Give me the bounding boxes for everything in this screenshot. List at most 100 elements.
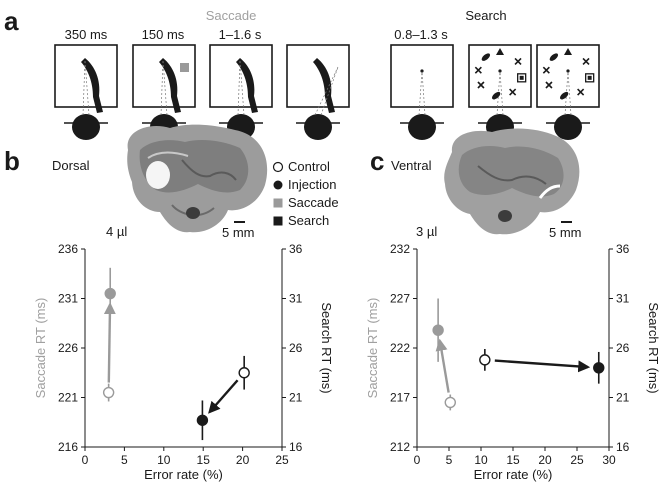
y-left-tick-label: 231: [58, 292, 78, 306]
cross-stimulus-icon: [582, 57, 590, 65]
gaze-line: [160, 59, 164, 116]
x-tick-label: 5: [121, 453, 128, 467]
gaze-line: [239, 59, 245, 116]
saccade-injection-point: [432, 324, 444, 336]
gaze-line: [496, 70, 501, 116]
monkey-head-icon: [304, 114, 332, 140]
leaf-stimulus-icon: [481, 53, 491, 61]
gaze-line: [567, 70, 572, 116]
y-right-tick-label: 36: [616, 242, 630, 256]
task-frame-screen: [209, 44, 273, 108]
saccade-control-point: [102, 386, 115, 399]
x-axis-label: Error rate (%): [144, 467, 223, 482]
gaze-line: [499, 70, 504, 116]
x-tick-label: 15: [197, 453, 211, 467]
gaze-line: [237, 59, 241, 116]
cross-stimulus-icon: [477, 81, 485, 89]
cross-stimulus-icon: [509, 88, 517, 96]
gaze-line: [314, 66, 339, 116]
monkey-head-icon: [72, 114, 100, 140]
panel-c-region: Ventral: [391, 158, 432, 173]
arm-posture-icon: [236, 58, 258, 113]
x-tick-label: 15: [506, 453, 520, 467]
search-injection-point: [593, 362, 605, 374]
gaze-line: [84, 59, 90, 116]
timing-label-4: 0.8–1.3 s: [394, 27, 448, 42]
panel-c-letter: c: [370, 146, 384, 176]
legend-control-label: Control: [288, 159, 330, 174]
y-left-tick-label: 226: [58, 341, 78, 355]
y-right-tick-label: 16: [289, 440, 303, 454]
task-frames: [54, 44, 600, 140]
timing-label-2: 150 ms: [142, 27, 185, 42]
cross-stimulus-icon: [514, 57, 522, 65]
gaze-line: [82, 59, 86, 116]
x-tick-label: 10: [157, 453, 171, 467]
y-right-tick-label: 26: [289, 341, 303, 355]
legend-control-marker: [272, 161, 284, 173]
y-left-tick-label: 216: [58, 440, 78, 454]
arm-posture-icon: [159, 58, 181, 113]
leaf-stimulus-icon: [560, 91, 569, 100]
saccade-task-title: Saccade: [206, 8, 257, 23]
cross-stimulus-icon: [542, 66, 550, 74]
y-axis-left-label: Saccade RT (ms): [33, 298, 48, 399]
triangle-stimulus-icon: [496, 48, 504, 55]
y-left-tick-label: 221: [58, 391, 78, 405]
task-frame-screen: [286, 44, 350, 108]
task-frame: [536, 44, 600, 140]
legend-search-label: Search: [288, 213, 329, 228]
y-right-tick-label: 21: [616, 391, 630, 405]
gaze-line: [564, 70, 569, 116]
x-axis-label: Error rate (%): [474, 467, 553, 482]
task-frame: [286, 44, 350, 140]
y-right-tick-label: 31: [289, 292, 303, 306]
x-tick-label: 30: [602, 453, 616, 467]
saccade-control-point: [444, 396, 456, 409]
monkey-head-icon: [554, 114, 582, 140]
chart-panel-c: 0 5 10 15 20 25 30 212 217 222 227 232 16 21 26 31 36 Err…: [365, 242, 661, 482]
legend-injection-label: Injection: [288, 177, 336, 192]
y-axis-right-label: Search RT (ms): [646, 302, 661, 393]
gaze-line: [421, 70, 426, 116]
legend-search-marker: [273, 216, 283, 226]
x-tick-label: 0: [82, 453, 89, 467]
saccade-target-icon: [180, 63, 189, 72]
legend-injection-marker: [273, 180, 283, 190]
arm-posture-icon: [81, 58, 103, 113]
gaze-line: [418, 70, 423, 116]
search-change-arrow: [208, 379, 239, 414]
search-control-point: [238, 367, 250, 379]
saccade-injection-point: [104, 287, 116, 300]
y-right-tick-label: 21: [289, 391, 303, 405]
panel-b-scale: 5 mm: [222, 225, 255, 240]
y-axis-left-label: Saccade RT (ms): [365, 298, 380, 399]
legend: Control Injection Saccade Search: [272, 159, 339, 228]
task-frame: [390, 44, 454, 140]
y-left-tick-label: 232: [390, 242, 410, 256]
x-tick-label: 0: [414, 453, 421, 467]
leaf-stimulus-icon: [549, 53, 559, 61]
x-tick-label: 10: [474, 453, 488, 467]
square-target-icon: [587, 75, 592, 80]
y-left-tick-label: 217: [390, 391, 410, 405]
square-target-icon: [519, 75, 524, 80]
task-frame-screen: [132, 44, 196, 108]
cross-stimulus-icon: [474, 66, 482, 74]
y-axis-right-label: Search RT (ms): [319, 302, 334, 393]
task-frame: [468, 44, 532, 140]
panel-a-letter: a: [4, 6, 19, 36]
chart-panel-b: 0 5 10 15 20 25 216 221 226 231 236 16 21 26 31 36 Error…: [33, 242, 334, 482]
task-frame: [209, 44, 273, 140]
x-tick-label: 5: [446, 453, 453, 467]
y-left-tick-label: 236: [58, 242, 78, 256]
search-control-point: [479, 354, 491, 366]
search-injection-point: [196, 414, 209, 426]
timing-label-3: 1–1.6 s: [219, 27, 262, 42]
y-right-tick-label: 31: [616, 292, 630, 306]
panel-b-letter: b: [4, 146, 20, 176]
monkey-head-icon: [408, 114, 436, 140]
task-frame-screen: [390, 44, 454, 108]
cross-stimulus-icon: [577, 88, 585, 96]
